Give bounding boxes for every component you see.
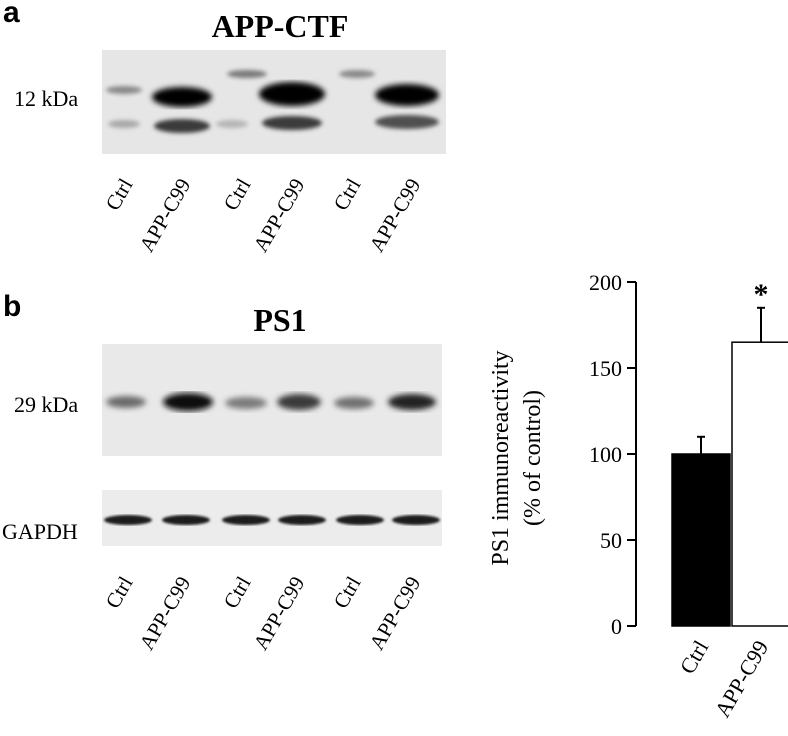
y-tick-label: 50 (600, 528, 622, 553)
y-tick-label: 100 (589, 442, 622, 467)
lane-label: Ctrl (218, 572, 256, 613)
lane-label: Ctrl (100, 572, 138, 613)
y-axis-label-line2: (% of control) (520, 390, 546, 526)
panel-b-letter: b (3, 290, 22, 323)
panel-b-title: PS1 (253, 302, 307, 338)
bar-app-c99 (731, 341, 788, 627)
y-axis-label-line1: PS1 immunoreactivity (488, 350, 514, 565)
y-tick-label: 0 (611, 614, 622, 639)
panel-b-band-label: 29 kDa (14, 392, 79, 417)
ps1-bar-chart: 0 50 100 150 200 Ctrl * APP-C99 PS1 immunoreacti… (488, 270, 788, 722)
bar-ctrl (671, 453, 731, 627)
western-blot-app-ctf (102, 50, 446, 154)
lane-label: APP-C99 (364, 572, 426, 654)
x-tick-label: Ctrl (675, 636, 714, 678)
y-tick-label: 200 (589, 270, 622, 295)
lane-label: APP-C99 (134, 174, 196, 256)
lane-label: APP-C99 (364, 174, 426, 256)
y-tick-label: 150 (589, 356, 622, 381)
lane-label: Ctrl (328, 174, 366, 215)
panel-a-title: APP-CTF (211, 8, 349, 44)
panel-b-loading-label: GAPDH (2, 519, 78, 544)
lane-label: APP-C99 (248, 174, 310, 256)
western-blot-gapdh (102, 490, 442, 546)
lane-label: APP-C99 (134, 572, 196, 654)
lane-label: Ctrl (100, 174, 138, 215)
lane-label: Ctrl (218, 174, 256, 215)
panel-a-letter: a (3, 0, 20, 29)
lane-label: Ctrl (328, 572, 366, 613)
lane-label: APP-C99 (248, 572, 310, 654)
panel-a-band-label: 12 kDa (14, 86, 79, 111)
significance-marker: * (754, 278, 769, 311)
x-tick-label: APP-C99 (709, 636, 773, 722)
western-blot-ps1 (102, 344, 442, 456)
